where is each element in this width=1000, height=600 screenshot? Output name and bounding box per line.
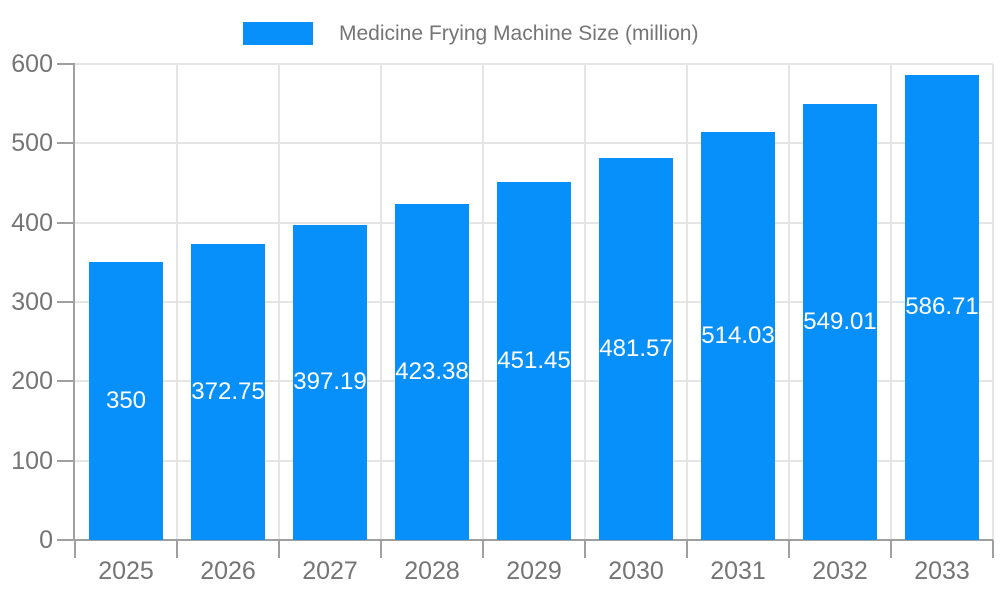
x-tick-label: 2026 xyxy=(200,557,256,585)
x-tick-label: 2029 xyxy=(506,557,562,585)
y-axis-tick xyxy=(57,459,75,462)
bar[interactable] xyxy=(497,181,571,540)
x-axis-tick xyxy=(482,540,484,558)
x-axis-tick xyxy=(584,540,586,558)
bar[interactable] xyxy=(599,157,673,540)
x-tick-label: 2033 xyxy=(914,557,970,585)
bar-value-label: 350 xyxy=(105,387,147,415)
y-axis-line xyxy=(73,64,75,540)
bar[interactable] xyxy=(191,244,265,540)
x-tick-label: 2025 xyxy=(98,557,154,585)
bar[interactable] xyxy=(395,204,469,540)
bar-value-label: 451.45 xyxy=(497,346,571,374)
bar-value-label: 549.01 xyxy=(803,308,877,336)
y-axis-tick xyxy=(57,221,75,224)
bar-value-label: 372.75 xyxy=(191,378,265,406)
v-gridline xyxy=(788,64,790,540)
bar[interactable] xyxy=(905,74,979,540)
x-axis-tick xyxy=(74,540,76,558)
h-gridline xyxy=(75,142,993,145)
legend-swatch-icon[interactable] xyxy=(243,22,313,45)
v-gridline xyxy=(584,64,586,540)
y-tick-label: 600 xyxy=(11,50,53,78)
x-tick-label: 2027 xyxy=(302,557,358,585)
x-axis-tick xyxy=(176,540,178,558)
chart-legend[interactable]: Medicine Frying Machine Size (million) xyxy=(243,22,698,45)
bar[interactable] xyxy=(293,224,367,540)
y-axis-tick xyxy=(57,539,75,541)
v-gridline xyxy=(380,64,382,540)
x-tick-label: 2032 xyxy=(812,557,868,585)
legend-label[interactable]: Medicine Frying Machine Size (million) xyxy=(339,22,699,45)
v-gridline xyxy=(482,64,484,540)
y-tick-label: 500 xyxy=(11,129,53,158)
x-axis-tick xyxy=(278,540,280,558)
x-axis-line xyxy=(73,539,993,541)
x-axis-tick xyxy=(890,540,892,558)
x-axis-tick xyxy=(686,540,688,558)
x-tick-label: 2031 xyxy=(710,557,766,585)
bar-value-label: 423.38 xyxy=(395,358,469,386)
y-axis-tick xyxy=(57,142,75,145)
v-gridline xyxy=(278,64,280,540)
bar-value-label: 481.57 xyxy=(599,334,673,362)
v-gridline xyxy=(992,64,994,540)
bar[interactable] xyxy=(89,262,163,540)
h-gridline xyxy=(75,63,993,65)
bar-value-label: 514.03 xyxy=(701,322,775,350)
y-tick-label: 300 xyxy=(11,288,53,316)
bar-value-label: 586.71 xyxy=(905,293,979,321)
x-axis-tick xyxy=(788,540,790,558)
y-axis-tick xyxy=(57,63,75,65)
y-tick-label: 200 xyxy=(11,367,53,396)
x-tick-label: 2028 xyxy=(404,557,460,585)
x-tick-label: 2030 xyxy=(608,557,664,585)
y-tick-label: 0 xyxy=(39,526,53,554)
v-gridline xyxy=(890,64,892,540)
bar[interactable] xyxy=(803,104,877,540)
v-gridline xyxy=(176,64,178,540)
y-tick-label: 100 xyxy=(11,446,53,475)
y-axis-tick xyxy=(57,380,75,383)
y-tick-label: 400 xyxy=(11,208,53,237)
x-axis-tick xyxy=(380,540,382,558)
y-axis-tick xyxy=(57,301,75,303)
bar[interactable] xyxy=(701,132,775,540)
x-axis-tick xyxy=(992,540,994,558)
v-gridline xyxy=(686,64,688,540)
bar-value-label: 397.19 xyxy=(293,368,367,396)
